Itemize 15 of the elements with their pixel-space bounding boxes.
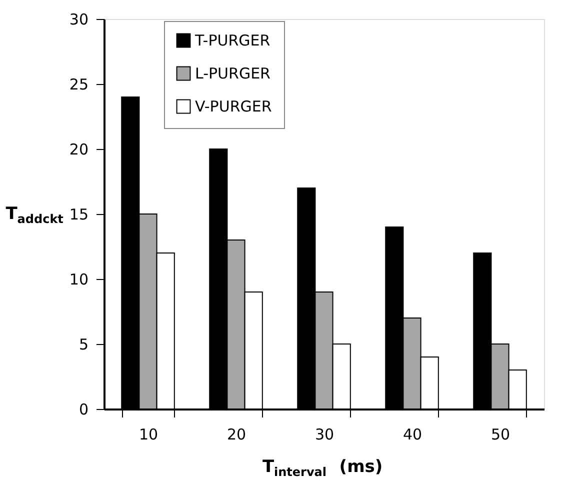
y-tick-label: 5 [78, 336, 88, 354]
x-tick-label: 10 [138, 426, 158, 444]
y-tick-label: 30 [69, 10, 88, 28]
x-tick-label: 20 [226, 426, 246, 444]
y-tick-label: 15 [69, 206, 88, 224]
y-tick-label: 10 [69, 270, 88, 288]
legend-label: T-PURGER [194, 32, 270, 50]
x-tick-label: 50 [490, 426, 510, 444]
y-tick-label: 20 [69, 140, 88, 158]
legend-label: L-PURGER [195, 64, 270, 82]
y-tick-label: 25 [69, 76, 88, 94]
legend-label: V-PURGER [195, 98, 272, 116]
y-tick-label: 0 [78, 400, 88, 418]
x-tick-label: 30 [314, 426, 334, 444]
x-tick-label: 40 [402, 426, 422, 444]
